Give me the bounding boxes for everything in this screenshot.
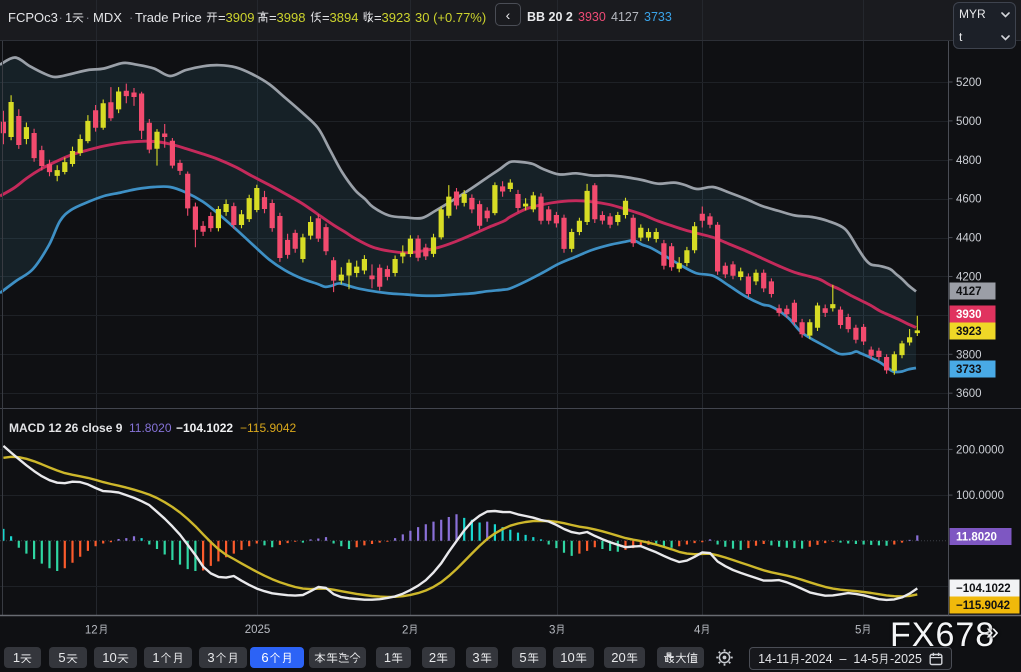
svg-text:3733: 3733 <box>956 364 982 376</box>
svg-text:3600: 3600 <box>956 388 982 400</box>
svg-text:−115.9042: −115.9042 <box>956 600 1010 612</box>
svg-text:11.8020: 11.8020 <box>956 532 997 544</box>
svg-text:4127: 4127 <box>956 286 982 298</box>
svg-text:100.0000: 100.0000 <box>956 490 1004 502</box>
svg-text:200.0000: 200.0000 <box>956 444 1004 456</box>
svg-text:3923: 3923 <box>956 326 982 338</box>
svg-text:4200: 4200 <box>956 272 982 284</box>
svg-text:3930: 3930 <box>956 309 982 321</box>
svg-text:5000: 5000 <box>956 116 982 128</box>
svg-text:4800: 4800 <box>956 155 982 167</box>
svg-text:5200: 5200 <box>956 77 982 89</box>
svg-text:4400: 4400 <box>956 233 982 245</box>
svg-text:−104.1022: −104.1022 <box>956 583 1011 595</box>
svg-text:3800: 3800 <box>956 349 982 361</box>
svg-text:4600: 4600 <box>956 194 982 206</box>
